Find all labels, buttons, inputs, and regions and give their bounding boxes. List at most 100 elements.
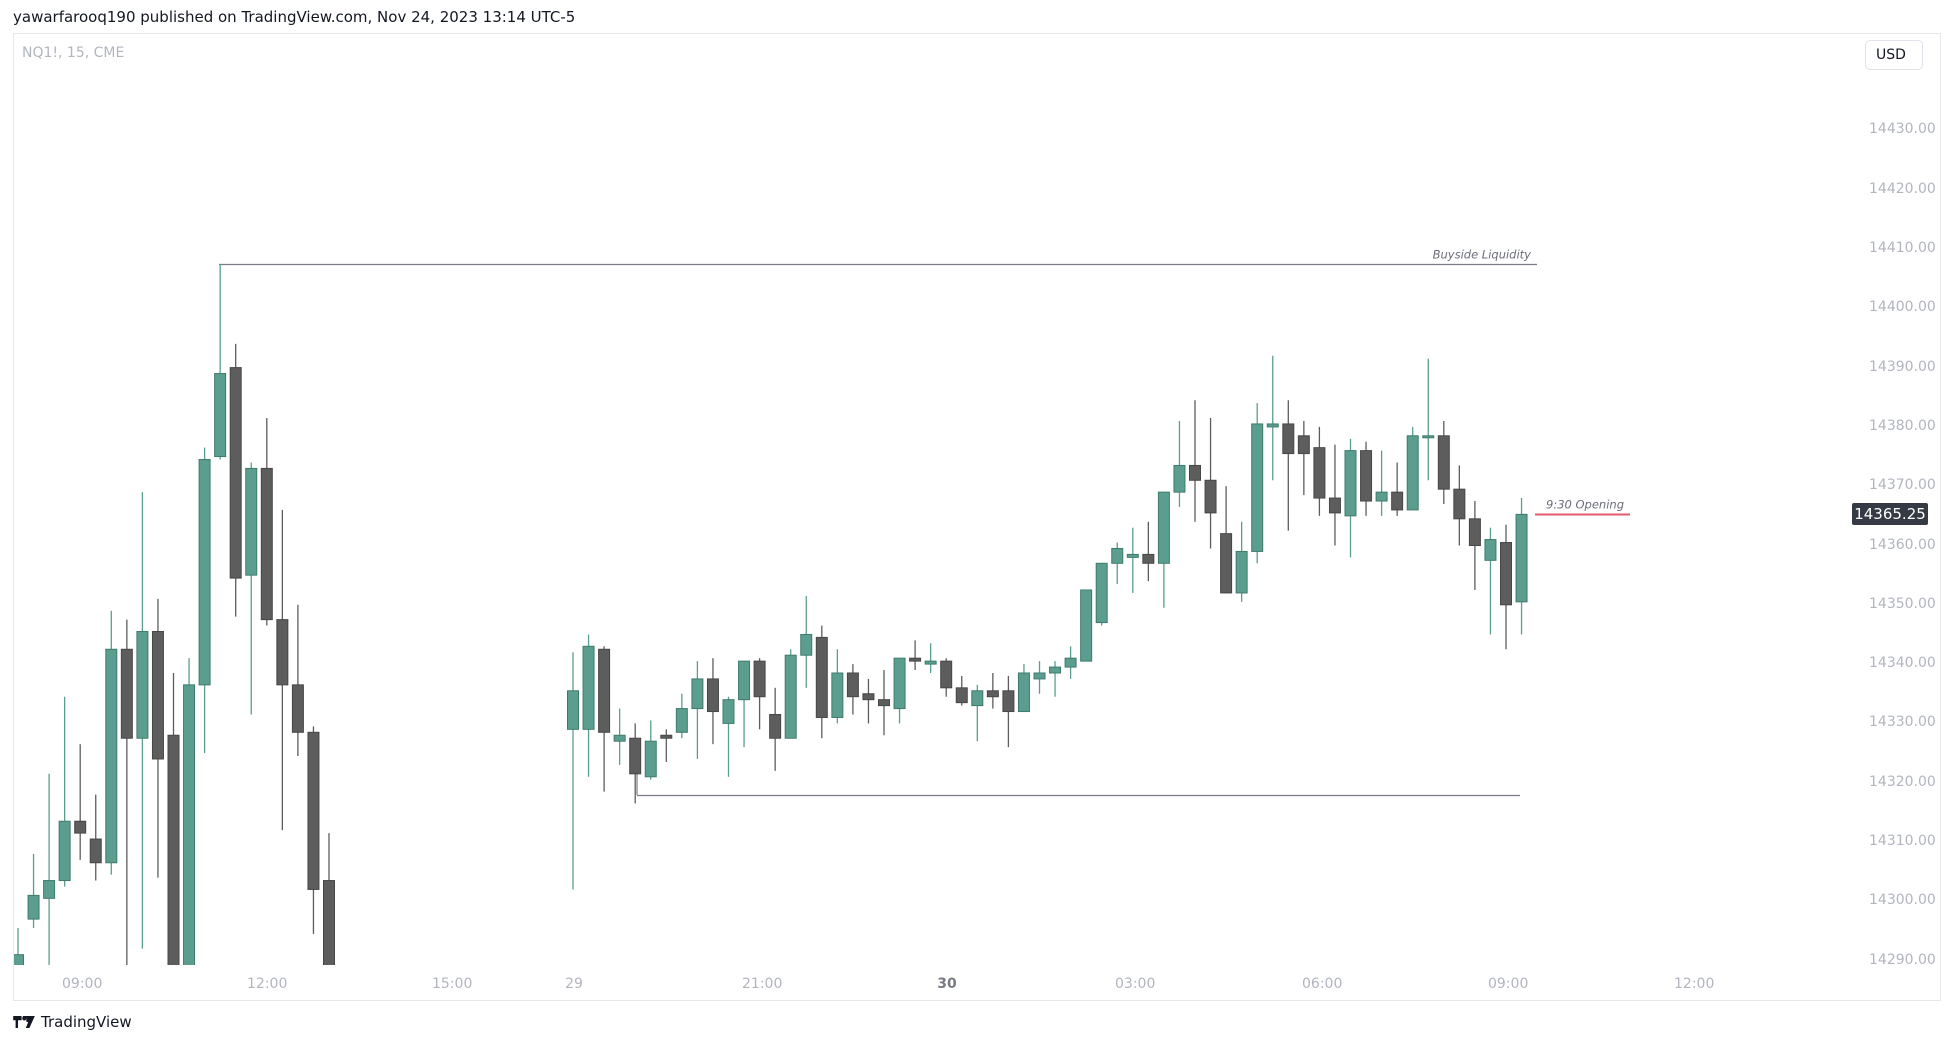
candle-down (229, 367, 242, 579)
price-tick-label: 14360.00 (1869, 536, 1936, 553)
time-tick-label: 21:00 (742, 976, 783, 992)
candle-up (27, 894, 40, 920)
price-tick-label: 14340.00 (1869, 655, 1936, 672)
candle-up (691, 678, 704, 710)
candle-down (1437, 435, 1450, 490)
time-tick-label: 03:00 (1115, 976, 1156, 992)
candle-up (136, 630, 149, 739)
candle-down (1500, 542, 1512, 606)
candle-up (1251, 423, 1264, 552)
candle-up (1266, 423, 1279, 428)
candle-down (878, 699, 890, 707)
candle-down (940, 660, 953, 689)
candle-up (1111, 547, 1124, 564)
candle-up (1173, 464, 1186, 493)
candle-down (986, 690, 999, 698)
candle-up (613, 734, 626, 742)
symbol-info: NQ1!, 15, CME (22, 45, 125, 61)
candle-up (722, 699, 735, 724)
candle-down (753, 660, 766, 698)
price-tick-label: 14410.00 (1869, 240, 1936, 256)
publisher-caption: yawarfarooq190 published on TradingView.… (13, 8, 576, 26)
candle-down (1002, 690, 1015, 713)
price-tick-label: 14300.00 (1869, 892, 1936, 909)
candle-down (846, 672, 859, 698)
candle-down (89, 838, 102, 864)
candle-up (1484, 539, 1497, 561)
candle-up (971, 690, 984, 707)
candle-down (629, 737, 642, 775)
candle-up (1017, 672, 1030, 713)
candle-down (1453, 488, 1466, 520)
time-tick-label: 09:00 (62, 976, 103, 992)
candle-up (1235, 550, 1248, 594)
plot-area[interactable]: Buyside Liquidity 9:30 Opening (13, 248, 1631, 970)
candle-down (769, 714, 782, 739)
candle-down (1220, 533, 1233, 594)
time-tick-label: 30 (937, 976, 957, 992)
candle-up (43, 880, 56, 899)
candle-up (1080, 589, 1093, 662)
price-tick-label: 14420.00 (1869, 180, 1936, 197)
candle-up (831, 672, 844, 718)
price-tick-label: 14320.00 (1869, 773, 1936, 790)
candle-up (893, 657, 906, 710)
candle-down (291, 684, 304, 733)
currency-button[interactable]: USD (1865, 40, 1923, 70)
candle-up (58, 820, 71, 882)
last-price-label: 14365.25 (1852, 503, 1928, 526)
price-tick-label: 14310.00 (1869, 833, 1936, 849)
candle-up (14, 954, 24, 965)
time-tick-label: 09:00 (1488, 976, 1529, 992)
price-tick-label: 14330.00 (1869, 714, 1936, 731)
candle-up (198, 459, 211, 686)
price-tick-label: 14350.00 (1869, 595, 1936, 612)
price-tick-label: 14380.00 (1869, 417, 1936, 434)
chart-frame (13, 33, 1941, 1001)
candle-up (1515, 513, 1528, 603)
candle-down (598, 648, 611, 733)
time-tick-label: 15:00 (432, 976, 473, 992)
time-tick-label: 06:00 (1302, 976, 1343, 992)
candle-down (909, 657, 922, 662)
candle-up (1033, 672, 1046, 680)
candle-down (1313, 447, 1326, 499)
candle-down (323, 880, 335, 965)
candle-down (1328, 497, 1341, 514)
time-tick-label: 12:00 (247, 976, 288, 992)
footer-branding[interactable]: TradingView (13, 1013, 132, 1031)
candle-up (1126, 553, 1139, 558)
time-tick-label: 29 (565, 976, 583, 992)
candle-down (660, 734, 673, 739)
candle-down (1297, 435, 1310, 455)
price-tick-label: 14370.00 (1869, 477, 1936, 494)
candle-down (815, 636, 828, 718)
candle-down (955, 687, 968, 704)
price-tick-label: 14290.00 (1869, 951, 1936, 968)
candle-down (167, 734, 180, 965)
candle-down (1282, 423, 1295, 455)
candle-up (1375, 491, 1388, 502)
footer-brand-text: TradingView (41, 1013, 132, 1031)
candle-up (1049, 666, 1062, 674)
candle-up (214, 373, 227, 458)
annotation-label: Buyside Liquidity (1433, 248, 1532, 262)
candle-down (862, 693, 875, 701)
candle-up (582, 645, 595, 730)
price-tick-label: 14390.00 (1869, 358, 1936, 375)
candle-down (151, 630, 164, 760)
candle-down (260, 467, 273, 621)
candle-up (245, 467, 258, 576)
price-tick-label: 14400.00 (1869, 299, 1936, 316)
tradingview-logo-icon (13, 1016, 35, 1028)
candle-up (1422, 435, 1435, 439)
candle-up (675, 708, 688, 733)
candle-up (183, 684, 196, 965)
candle-down (1142, 553, 1155, 564)
candle-up (567, 690, 579, 730)
candle-down (1189, 464, 1201, 481)
price-tick-label: 14430.00 (1869, 121, 1936, 138)
candle-up (1406, 435, 1419, 511)
candle-up (800, 633, 813, 656)
